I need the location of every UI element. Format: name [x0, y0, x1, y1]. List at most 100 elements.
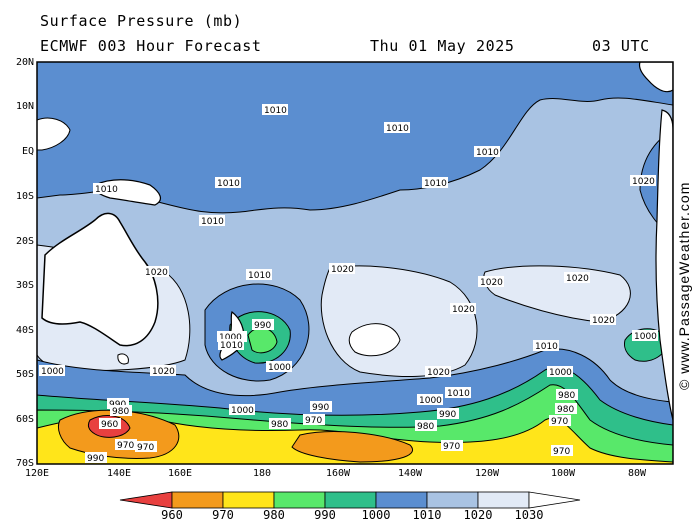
- lon-label: 80W: [627, 468, 647, 479]
- isobar-label: 1020: [150, 365, 176, 377]
- svg-text:1010: 1010: [248, 271, 271, 281]
- svg-text:980: 980: [558, 391, 575, 401]
- colorbar-label: 1000: [361, 508, 391, 522]
- lon-label: 180: [252, 468, 272, 479]
- colorbar-segment: [119, 491, 173, 509]
- isobar-label: 1010: [384, 122, 410, 134]
- svg-text:1020: 1020: [452, 305, 475, 315]
- isobar-label: 1020: [143, 266, 169, 278]
- svg-text:1000: 1000: [634, 332, 657, 342]
- isobar-label: 1000: [39, 365, 65, 377]
- south-america-landmass: [638, 62, 673, 93]
- isobar-label: 1020: [425, 366, 451, 378]
- colorbar-segment: [477, 491, 530, 509]
- lon-label: 160E: [167, 468, 193, 479]
- svg-text:980: 980: [112, 407, 129, 417]
- pressure-band-960-970: [291, 431, 413, 463]
- isobar-label: 1000: [547, 366, 573, 378]
- forecast-time: 03 UTC: [592, 37, 650, 55]
- forecast-model: ECMWF 003 Hour Forecast: [40, 37, 262, 55]
- svg-text:970: 970: [137, 443, 154, 453]
- isobar-label: 1000: [417, 394, 443, 406]
- svg-text:990: 990: [87, 454, 104, 464]
- svg-text:1010: 1010: [424, 179, 447, 189]
- isobar-labels: 1010 1010 1010 1010 1010 1010 1010 1020 …: [39, 104, 658, 464]
- colorbar-segment: [171, 491, 224, 509]
- lat-label: 20N: [15, 57, 34, 68]
- isobar-label: 1000: [217, 331, 247, 343]
- isobar-label: 1010: [474, 146, 500, 158]
- lat-label: 50S: [15, 369, 34, 380]
- colorbar-segment: [324, 491, 377, 509]
- svg-text:970: 970: [551, 417, 568, 427]
- svg-text:980: 980: [417, 422, 434, 432]
- isobar-label: 970: [303, 414, 325, 426]
- svg-text:970: 970: [443, 442, 460, 452]
- svg-text:1010: 1010: [535, 342, 558, 352]
- lon-label: 120W: [474, 468, 500, 479]
- isobar-label: 1020: [450, 303, 476, 315]
- lon-label: 140E: [106, 468, 132, 479]
- colorbar-segment: [222, 491, 275, 509]
- svg-text:990: 990: [254, 321, 271, 331]
- colorbar-label: 990: [314, 508, 336, 522]
- isobar-label: 1010: [422, 177, 448, 189]
- map-frame: [36, 61, 674, 465]
- isobar-label: 1010: [93, 183, 119, 195]
- svg-text:970: 970: [117, 441, 134, 451]
- svg-text:1020: 1020: [427, 368, 450, 378]
- lon-label: 140W: [397, 468, 423, 479]
- lat-label: 70S: [15, 458, 34, 469]
- isobar-label: 1000: [632, 330, 658, 342]
- isobar-label: 1020: [630, 175, 656, 187]
- isobar-label: 970: [441, 440, 463, 452]
- lon-label: 120E: [24, 468, 50, 479]
- svg-text:1000: 1000: [231, 406, 254, 416]
- svg-text:1020: 1020: [331, 265, 354, 275]
- svg-text:970: 970: [305, 416, 322, 426]
- svg-text:970: 970: [553, 447, 570, 457]
- isobar-label: 990: [252, 319, 274, 331]
- isobar-label: 980: [110, 405, 132, 417]
- site-credit: © www.PassageWeather.com: [676, 181, 692, 390]
- colorbar-label: 1010: [412, 508, 442, 522]
- lat-label: 40S: [15, 325, 34, 336]
- isobar-label: 1010: [445, 387, 471, 399]
- colorbar-label: 980: [263, 508, 285, 522]
- colorbar-label: 1020: [463, 508, 493, 522]
- isobar-label: 990: [437, 408, 459, 420]
- isobar-label: 1000: [266, 361, 292, 373]
- colorbar-label: 960: [161, 508, 183, 522]
- indonesia-landmass: [37, 117, 71, 151]
- lat-label: 30S: [15, 280, 34, 291]
- isobar-label: 1010: [262, 104, 288, 116]
- colorbar-segment: [528, 491, 581, 509]
- isobar-label: 970: [551, 445, 573, 457]
- isobar-label: 1010: [199, 215, 225, 227]
- isobar-label: 1020: [590, 314, 616, 326]
- svg-text:1020: 1020: [632, 177, 655, 187]
- svg-text:1020: 1020: [566, 274, 589, 284]
- map-title: Surface Pressure (mb): [40, 12, 243, 30]
- svg-text:1010: 1010: [220, 341, 243, 351]
- tasmania-landmass: [117, 353, 129, 365]
- lon-label: 100W: [550, 468, 576, 479]
- lon-label: 160W: [325, 468, 351, 479]
- colorbar-segment: [273, 491, 326, 509]
- lat-label: 10S: [15, 191, 34, 202]
- svg-text:1000: 1000: [41, 367, 64, 377]
- colorbar-label: 970: [212, 508, 234, 522]
- lat-label: 20S: [15, 236, 34, 247]
- colorbar-label: 1030: [514, 508, 544, 522]
- forecast-date: Thu 01 May 2025: [370, 37, 515, 55]
- svg-text:1020: 1020: [480, 278, 503, 288]
- svg-text:1010: 1010: [201, 217, 224, 227]
- svg-text:1000: 1000: [219, 333, 242, 343]
- pressure-colorbar: [119, 491, 581, 509]
- isobar-label: 1010: [246, 269, 272, 281]
- australia-landmass: [41, 212, 159, 347]
- svg-text:1010: 1010: [386, 124, 409, 134]
- svg-text:1010: 1010: [95, 185, 118, 195]
- lat-label: 60S: [15, 414, 34, 425]
